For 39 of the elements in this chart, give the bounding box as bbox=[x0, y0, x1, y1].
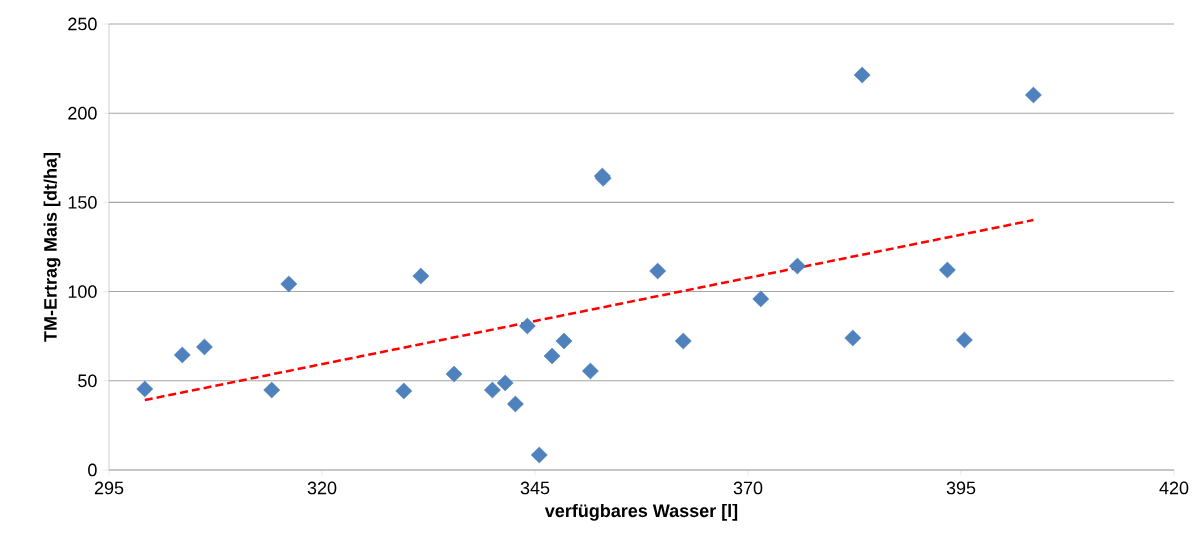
point bbox=[543, 347, 561, 365]
point bbox=[507, 395, 524, 413]
y-tick-label: 0 bbox=[88, 463, 97, 477]
y-tick-label: 150 bbox=[68, 196, 97, 209]
point bbox=[280, 275, 298, 293]
point bbox=[173, 346, 191, 364]
x-axis-title: verfügbares Wasser [l] bbox=[544, 503, 738, 521]
point bbox=[752, 290, 770, 308]
point bbox=[496, 374, 514, 392]
y-tick-label: 50 bbox=[78, 374, 97, 388]
x-tick-label: 395 bbox=[946, 481, 976, 495]
y-tick-label: 100 bbox=[68, 285, 97, 298]
point bbox=[956, 331, 973, 349]
x-tick-label: 295 bbox=[94, 481, 124, 495]
point bbox=[844, 329, 862, 347]
point bbox=[789, 257, 806, 275]
x-tick-label: 345 bbox=[520, 481, 550, 495]
point bbox=[445, 365, 463, 383]
point bbox=[582, 362, 599, 380]
point bbox=[1025, 86, 1042, 104]
y-tick-label: 200 bbox=[68, 106, 97, 120]
y-tick-label: 250 bbox=[68, 17, 97, 31]
point bbox=[196, 338, 213, 356]
point bbox=[263, 381, 281, 399]
point bbox=[518, 317, 536, 335]
point bbox=[136, 380, 154, 398]
x-tick-label: 370 bbox=[733, 481, 763, 495]
x-tick-label: 320 bbox=[307, 481, 337, 495]
point bbox=[649, 262, 667, 280]
x-tick-label: 420 bbox=[1159, 481, 1189, 495]
point bbox=[674, 332, 692, 350]
point bbox=[939, 261, 956, 279]
point bbox=[555, 332, 573, 350]
y-axis-title: TM-Ertrag Mais [dt/ha] bbox=[43, 153, 61, 342]
point bbox=[484, 381, 501, 399]
point bbox=[395, 382, 413, 400]
point bbox=[412, 267, 430, 285]
point bbox=[853, 66, 871, 84]
point bbox=[530, 446, 548, 464]
